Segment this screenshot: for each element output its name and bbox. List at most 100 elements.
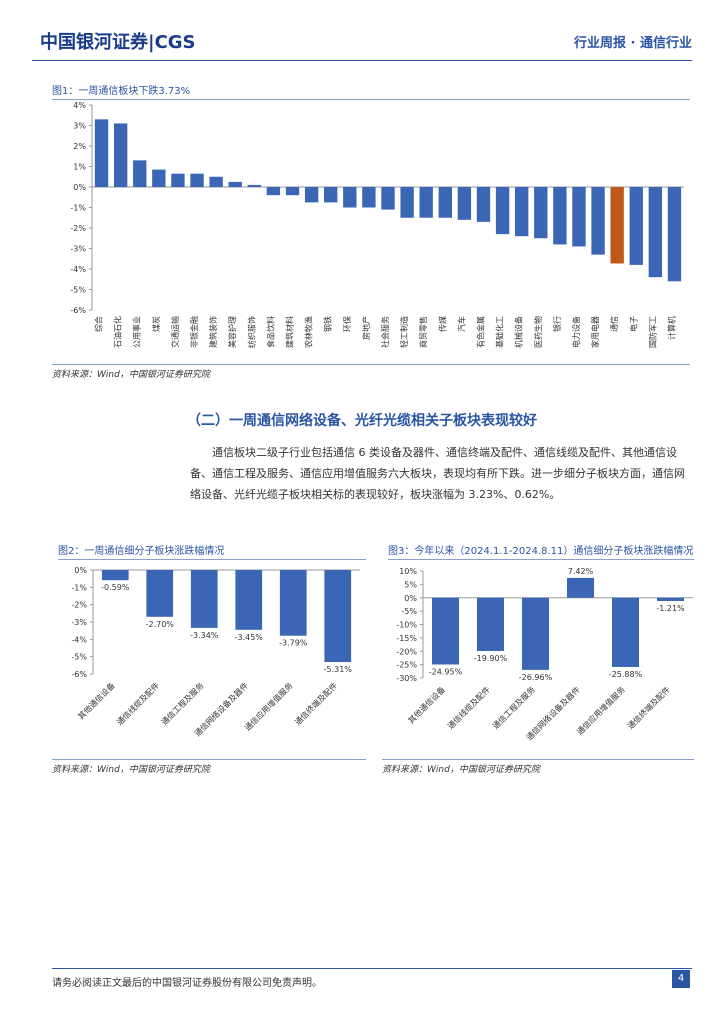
x-tick-label: 纺织服饰 <box>246 316 256 348</box>
data-label: -1.21% <box>656 604 685 613</box>
figure-caption: 图2：一周通信细分子板块涨跌幅情况 <box>58 542 366 560</box>
header-rule <box>32 60 692 61</box>
bar <box>591 187 605 255</box>
bar <box>133 160 147 187</box>
bar <box>457 187 472 220</box>
y-tick-label: 0% <box>74 566 87 575</box>
figure-source: 资料来源：Wind，中国银河证券研究院 <box>52 364 690 380</box>
x-tick-label: 建筑装饰 <box>208 316 218 348</box>
bar <box>495 187 510 235</box>
x-tick-label: 通信线缆及配件 <box>445 684 492 731</box>
bar <box>610 187 624 264</box>
bar <box>657 597 684 601</box>
y-tick-label: -3% <box>71 618 87 627</box>
y-tick-label: -1% <box>70 204 86 213</box>
chart: 0% -1% -2% -3% -4% -5% -6% -0.59% 其他通信设备 -2.70% 通信… <box>71 566 360 738</box>
y-tick-label: -2% <box>70 224 86 233</box>
x-tick-label: 农林牧渔 <box>304 316 314 348</box>
bar <box>113 123 128 187</box>
x-tick-label: 公用事业 <box>132 316 142 348</box>
y-tick-label: 5% <box>404 580 417 589</box>
x-tick-label: 石油石化 <box>113 316 123 348</box>
bar <box>648 187 663 278</box>
x-tick-label: 交通运输 <box>170 316 180 348</box>
bar <box>279 570 307 636</box>
bar <box>572 187 586 247</box>
x-tick-label: 钢铁 <box>323 316 333 332</box>
data-label: -24.95% <box>429 667 463 676</box>
x-tick-label: 通信应用增值服务 <box>575 684 627 736</box>
x-tick-label: 环保 <box>342 316 352 332</box>
y-tick-label: -15% <box>396 634 417 643</box>
bar <box>667 187 682 282</box>
data-label: -3.79% <box>279 639 308 648</box>
bar <box>94 119 109 187</box>
chart: 4% 3% 2% 1% 0% -1% -2% -3% -4% -5% -6% 综合 石油石化 公用事业 煤炭… <box>70 101 684 348</box>
y-tick-label: -10% <box>396 621 417 630</box>
bar <box>612 597 639 667</box>
data-label: -0.59% <box>101 583 130 592</box>
x-tick-label: 有色金属 <box>475 316 485 348</box>
y-tick-label: -6% <box>70 306 86 315</box>
figure-source: 资料来源：Wind，中国银河证券研究院 <box>382 759 694 775</box>
x-tick-label: 商贸零售 <box>418 316 428 348</box>
y-tick-label: 1% <box>73 163 86 172</box>
bar <box>438 187 452 218</box>
x-tick-label: 通信应用增值服务 <box>242 680 294 732</box>
header-right: 行业周报 · 通信行业 <box>574 36 692 51</box>
x-tick-label: 医药生物 <box>533 316 543 348</box>
data-label: 7.42% <box>568 567 594 576</box>
bar <box>432 597 459 665</box>
data-label: -5.31% <box>324 665 353 674</box>
bar <box>266 187 281 196</box>
data-label: -26.96% <box>519 673 553 682</box>
logo: 中国银河证券|CGS <box>40 32 196 53</box>
footer-rule <box>52 968 692 969</box>
x-tick-label: 非银金融 <box>189 316 199 348</box>
y-tick-label: -5% <box>70 286 86 295</box>
bar <box>190 173 204 187</box>
figure-caption: 图3：今年以来（2024.1.1-2024.8.11）通信细分子板块涨跌幅情况 <box>388 542 694 560</box>
bar <box>171 173 185 187</box>
bar <box>146 570 174 617</box>
bar <box>476 187 491 222</box>
x-tick-label: 通信工程及服务 <box>490 684 537 731</box>
x-tick-label: 综合 <box>94 316 104 332</box>
bar <box>101 570 129 581</box>
y-tick-label: -2% <box>71 601 87 610</box>
x-tick-label: 通信终端及配件 <box>625 684 672 731</box>
y-tick-label: 10% <box>399 567 417 576</box>
figure-source: 资料来源：Wind，中国银河证券研究院 <box>52 759 366 775</box>
data-label: -25.88% <box>609 670 643 679</box>
bar <box>553 187 567 245</box>
x-tick-label: 建筑材料 <box>285 316 295 348</box>
y-tick-label: 4% <box>73 101 86 110</box>
y-tick-label: -5% <box>71 653 87 662</box>
data-label: -3.45% <box>235 633 264 642</box>
y-tick-label: -30% <box>396 674 417 683</box>
x-tick-label: 国防军工 <box>647 316 657 348</box>
bar <box>152 169 166 187</box>
x-tick-label: 汽车 <box>456 316 466 332</box>
bar <box>514 187 529 237</box>
x-tick-label: 其他通信设备 <box>76 680 117 721</box>
bar <box>304 187 319 203</box>
x-tick-label: 美容护理 <box>227 316 237 348</box>
y-tick-label: 0% <box>404 594 417 603</box>
x-tick-label: 通信终端及配件 <box>292 680 339 727</box>
y-tick-label: -4% <box>70 265 86 274</box>
bar <box>228 181 242 187</box>
x-tick-label: 机械设备 <box>514 316 524 348</box>
y-tick-label: -6% <box>71 670 87 679</box>
x-tick-label: 电子 <box>628 316 638 332</box>
page-number: 4 <box>672 970 690 988</box>
figure-caption: 图1：一周通信板块下跌3.73% <box>52 82 690 100</box>
bar <box>567 577 594 598</box>
x-tick-label: 电力设备 <box>571 316 581 348</box>
paragraph: 通信板块二级子行业包括通信 6 类设备及器件、通信终端及配件、通信线缆及配件、其… <box>190 446 685 501</box>
x-tick-label: 煤炭 <box>151 316 161 332</box>
x-tick-label: 家用电器 <box>590 316 600 348</box>
y-tick-label: 0% <box>73 183 86 192</box>
bar <box>362 187 376 208</box>
bar <box>477 597 504 651</box>
